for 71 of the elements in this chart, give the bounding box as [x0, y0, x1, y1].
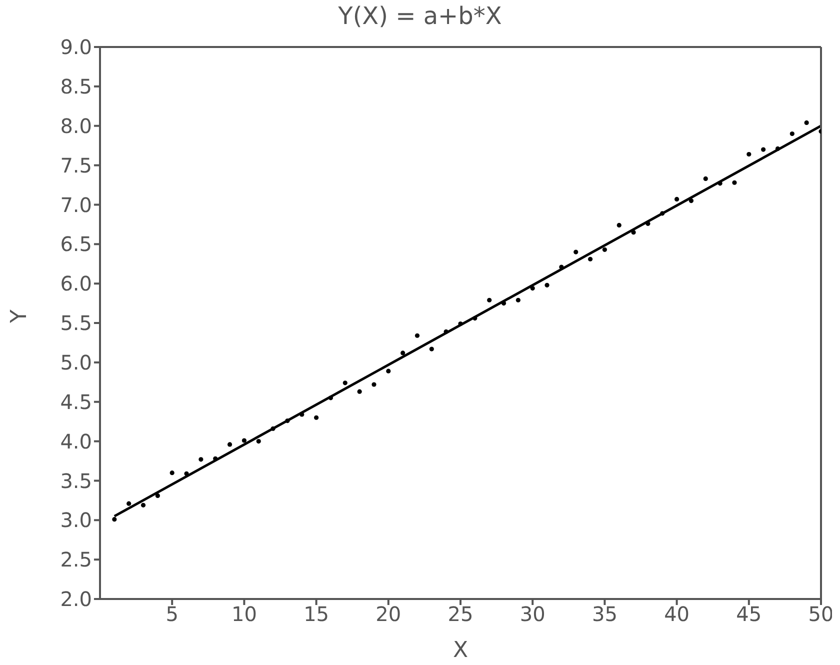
point: [357, 389, 362, 394]
y-tick-label: 2.5: [60, 548, 92, 572]
y-axis-title: Y: [6, 309, 32, 324]
point: [746, 152, 752, 157]
x-tick-label: 20: [376, 602, 402, 626]
point: [544, 282, 550, 288]
point: [342, 380, 348, 386]
x-tick-label: 10: [231, 602, 257, 626]
point: [660, 211, 665, 216]
point: [574, 250, 578, 254]
point: [198, 457, 204, 462]
point: [126, 501, 132, 506]
point: [458, 321, 463, 326]
point: [112, 517, 117, 522]
point: [775, 146, 780, 152]
y-tick-label: 4.0: [60, 429, 92, 454]
point: [588, 256, 593, 262]
point: [170, 470, 174, 476]
y-tick-label: 6.0: [60, 272, 92, 296]
point: [227, 442, 232, 447]
point: [674, 196, 680, 202]
chart-title: Y(X) = a+b*X: [337, 2, 503, 30]
y-tick-label: 7.5: [60, 153, 92, 178]
point: [616, 222, 622, 228]
point: [530, 286, 535, 291]
y-tick-label: 4.5: [60, 390, 92, 414]
y-tick-label: 5.0: [60, 350, 92, 375]
y-tick-label: 5.5: [60, 311, 92, 336]
y-tick-label: 2.0: [60, 587, 92, 612]
point: [270, 426, 276, 431]
x-tick-label: 15: [304, 602, 330, 626]
x-axis-title: X: [452, 638, 468, 663]
y-tick-label: 6.5: [60, 232, 92, 256]
y-tick-label: 8.0: [60, 114, 92, 138]
y-tick-label: 7.0: [60, 192, 92, 217]
y-tick-label: 8.5: [60, 74, 92, 99]
x-tick-label: 45: [736, 602, 762, 626]
point: [256, 438, 261, 444]
point: [386, 368, 391, 374]
x-tick-label: 35: [592, 602, 618, 626]
point: [516, 298, 520, 302]
point: [314, 415, 319, 420]
point: [472, 316, 478, 321]
point: [559, 264, 564, 270]
point: [140, 502, 146, 508]
point: [429, 346, 434, 352]
point: [155, 493, 160, 498]
x-tick-label: 25: [448, 602, 474, 626]
y-tick-label: 3.0: [60, 508, 92, 532]
point: [631, 230, 636, 235]
point: [372, 382, 376, 387]
point: [328, 396, 334, 400]
x-tick-label: 40: [664, 602, 690, 626]
point: [414, 333, 420, 338]
point: [761, 147, 766, 152]
x-tick-label: 5: [166, 602, 178, 626]
y-tick-label: 3.5: [60, 468, 92, 493]
point: [602, 247, 607, 252]
point: [732, 180, 737, 185]
point: [444, 329, 448, 334]
point: [487, 298, 492, 302]
point: [790, 131, 794, 136]
y-tick-label: 9.0: [60, 35, 92, 60]
point: [184, 471, 189, 476]
point: [688, 198, 694, 204]
point: [804, 120, 809, 126]
point: [400, 350, 406, 356]
point: [242, 438, 246, 443]
x-tick-label: 30: [520, 602, 546, 626]
point: [285, 418, 290, 424]
point: [703, 176, 708, 181]
